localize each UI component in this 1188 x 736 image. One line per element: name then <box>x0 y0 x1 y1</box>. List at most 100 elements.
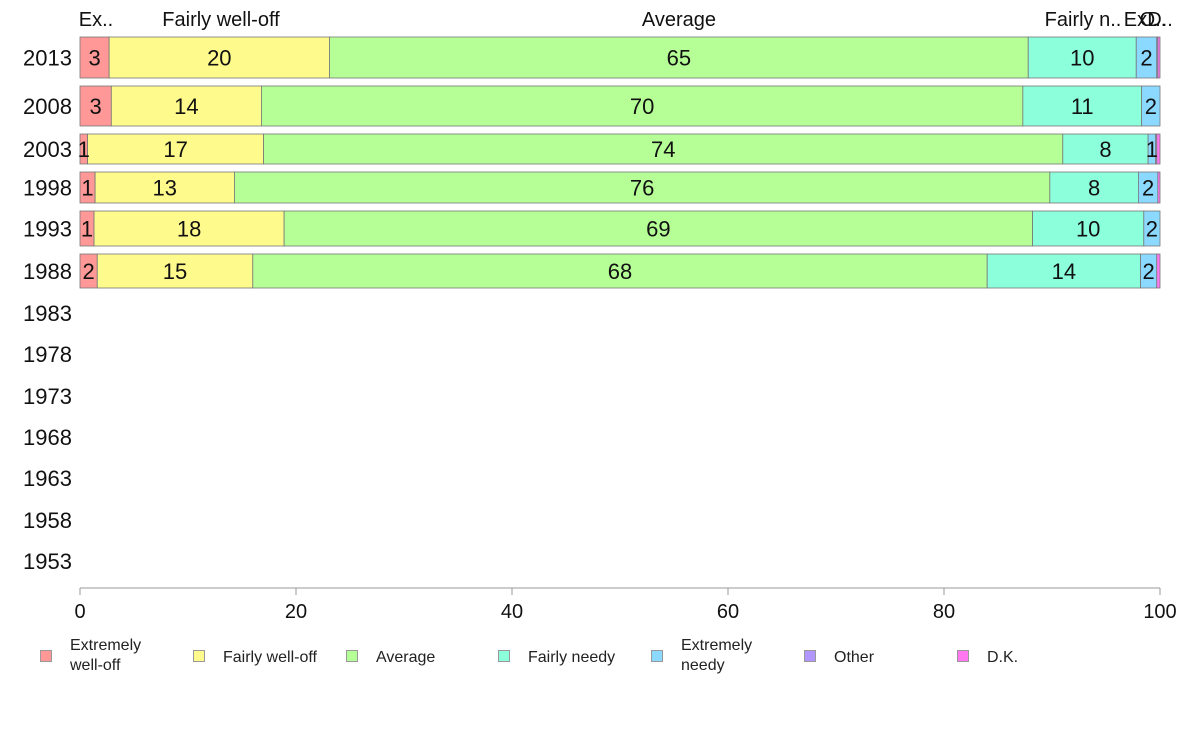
x-tick-label: 40 <box>501 601 523 623</box>
bar-value-label: 1 <box>1146 137 1158 162</box>
bar-value-label: 1 <box>81 176 93 201</box>
series-header-labels: Ex.. Fairly well-off Average Fairly n.. Ex..… <box>79 9 1173 31</box>
bar-segment <box>1143 210 1161 247</box>
bar-value-label: 74 <box>651 137 675 162</box>
bar-value-label: 15 <box>163 259 187 284</box>
y-axis-label: 1993 <box>23 217 72 242</box>
bar-segment <box>283 210 1033 247</box>
bar-value-label: 18 <box>177 217 201 242</box>
y-axis-label: 1983 <box>23 301 72 326</box>
x-tick-label: 100 <box>1143 601 1176 623</box>
y-axis-label: 1988 <box>23 259 72 284</box>
bar-segment <box>79 36 110 79</box>
bar-value-label: 13 <box>153 176 177 201</box>
bar-segment <box>94 171 235 204</box>
series-header-label: O.. <box>1140 9 1167 31</box>
bar-value-label: 70 <box>630 94 654 119</box>
bar-segment <box>234 171 1051 204</box>
series-header-label: Ex.. <box>79 9 113 31</box>
x-tick-label: 80 <box>933 601 955 623</box>
legend-item-extremely-well-off: Extremely well-off <box>40 636 165 676</box>
bar-value-label: 2 <box>83 259 95 284</box>
bar-value-label: 3 <box>90 94 102 119</box>
bar-segment <box>1141 85 1161 127</box>
x-tick-label: 0 <box>74 601 85 623</box>
legend-item-fairly-well-off: Fairly well-off <box>193 636 353 668</box>
bar-value-label: 2 <box>1145 94 1157 119</box>
series-header-label: Fairly well-off <box>162 9 280 31</box>
x-tick-label: 60 <box>717 601 739 623</box>
bar-segment <box>1157 36 1161 79</box>
legend-swatch <box>804 650 816 662</box>
bar-value-label: 8 <box>1088 176 1100 201</box>
bar-value-label: 69 <box>646 217 670 242</box>
y-axis-label: 1998 <box>23 176 72 201</box>
bar-value-label: 10 <box>1070 46 1094 71</box>
bar-segment <box>1032 210 1145 247</box>
legend-item-dk: D.K. <box>957 636 1097 668</box>
y-axis-labels: 2013 2008 2003 1998 1993 1988 1983 1978 1973 1968… <box>23 46 72 575</box>
bar-value-label: 2 <box>1140 46 1152 71</box>
bar-segment <box>261 85 1024 127</box>
bar-value-label: 1 <box>78 137 90 162</box>
legend-label: Other <box>834 649 875 666</box>
bar-segment <box>252 253 988 289</box>
y-axis-label: 1953 <box>23 549 72 574</box>
y-axis-label: 1963 <box>23 466 72 491</box>
bar-value-labels: 3 20 65 10 23 14 70 11 21 17 74 8 11 13 76 8 21 18 69 10 22 1… <box>78 46 1158 285</box>
legend: Extremely well-off Fairly well-off Averag… <box>40 636 1160 686</box>
legend-item-average: Average <box>346 636 486 668</box>
legend-item-extremely-needy: Extremely needy <box>651 636 771 676</box>
y-axis-label: 1968 <box>23 425 72 450</box>
bar-segment <box>1156 133 1161 165</box>
bar-value-label: 14 <box>174 94 198 119</box>
legend-item-fairly-needy: Fairly needy <box>498 636 638 668</box>
x-axis-ticks: 0 20 40 60 80 100 <box>74 588 1177 623</box>
bar-segment <box>1049 171 1139 204</box>
bar-value-label: 2 <box>1143 259 1155 284</box>
legend-label: Fairly well-off <box>223 649 317 666</box>
bar-value-label: 14 <box>1052 259 1076 284</box>
legend-swatch <box>651 650 663 662</box>
bar-segment <box>1022 85 1143 127</box>
y-axis-label: 2003 <box>23 137 72 162</box>
bar-value-label: 76 <box>630 176 654 201</box>
legend-swatch <box>40 650 52 662</box>
bar-segment <box>1157 171 1161 204</box>
y-axis-label: 1973 <box>23 384 72 409</box>
bar-segment <box>1062 133 1149 165</box>
series-header-label: Ex.. <box>1124 9 1158 31</box>
bar-segment <box>263 133 1064 165</box>
bar-segment <box>93 210 285 247</box>
bar-value-label: 20 <box>207 46 231 71</box>
bar-segment <box>986 253 1141 289</box>
legend-label: Average <box>376 649 436 666</box>
y-axis-label: 1958 <box>23 508 72 533</box>
y-axis-label: 2008 <box>23 94 72 119</box>
legend-swatch <box>346 650 358 662</box>
legend-label: Extremely needy <box>681 637 753 674</box>
legend-label: Extremely well-off <box>70 637 142 674</box>
stacked-bar-chart: Ex.. Fairly well-off Average Fairly n.. Ex..… <box>23 9 1177 623</box>
legend-label: D.K. <box>987 649 1019 666</box>
legend-swatch <box>498 650 510 662</box>
bar-segment <box>96 253 254 289</box>
bar-value-label: 11 <box>1071 94 1094 119</box>
legend-swatch <box>957 650 969 662</box>
bar-segment <box>329 36 1029 79</box>
bar-value-label: 3 <box>88 46 100 71</box>
legend-item-other: Other <box>804 636 944 668</box>
bar-segment <box>1156 253 1161 289</box>
bar-segment <box>87 133 264 165</box>
bar-value-label: 8 <box>1099 137 1111 162</box>
y-axis-label: 1978 <box>23 342 72 367</box>
bar-segment <box>1027 36 1137 79</box>
bar-segment <box>110 85 262 127</box>
series-header-label: D.. <box>1147 9 1173 31</box>
bar-value-label: 65 <box>667 46 691 71</box>
series-header-label: Average <box>642 9 716 31</box>
bar-value-label: 1 <box>81 217 93 242</box>
x-tick-label: 20 <box>285 601 307 623</box>
legend-label: Fairly needy <box>528 649 616 666</box>
bar-value-label: 10 <box>1076 217 1100 242</box>
